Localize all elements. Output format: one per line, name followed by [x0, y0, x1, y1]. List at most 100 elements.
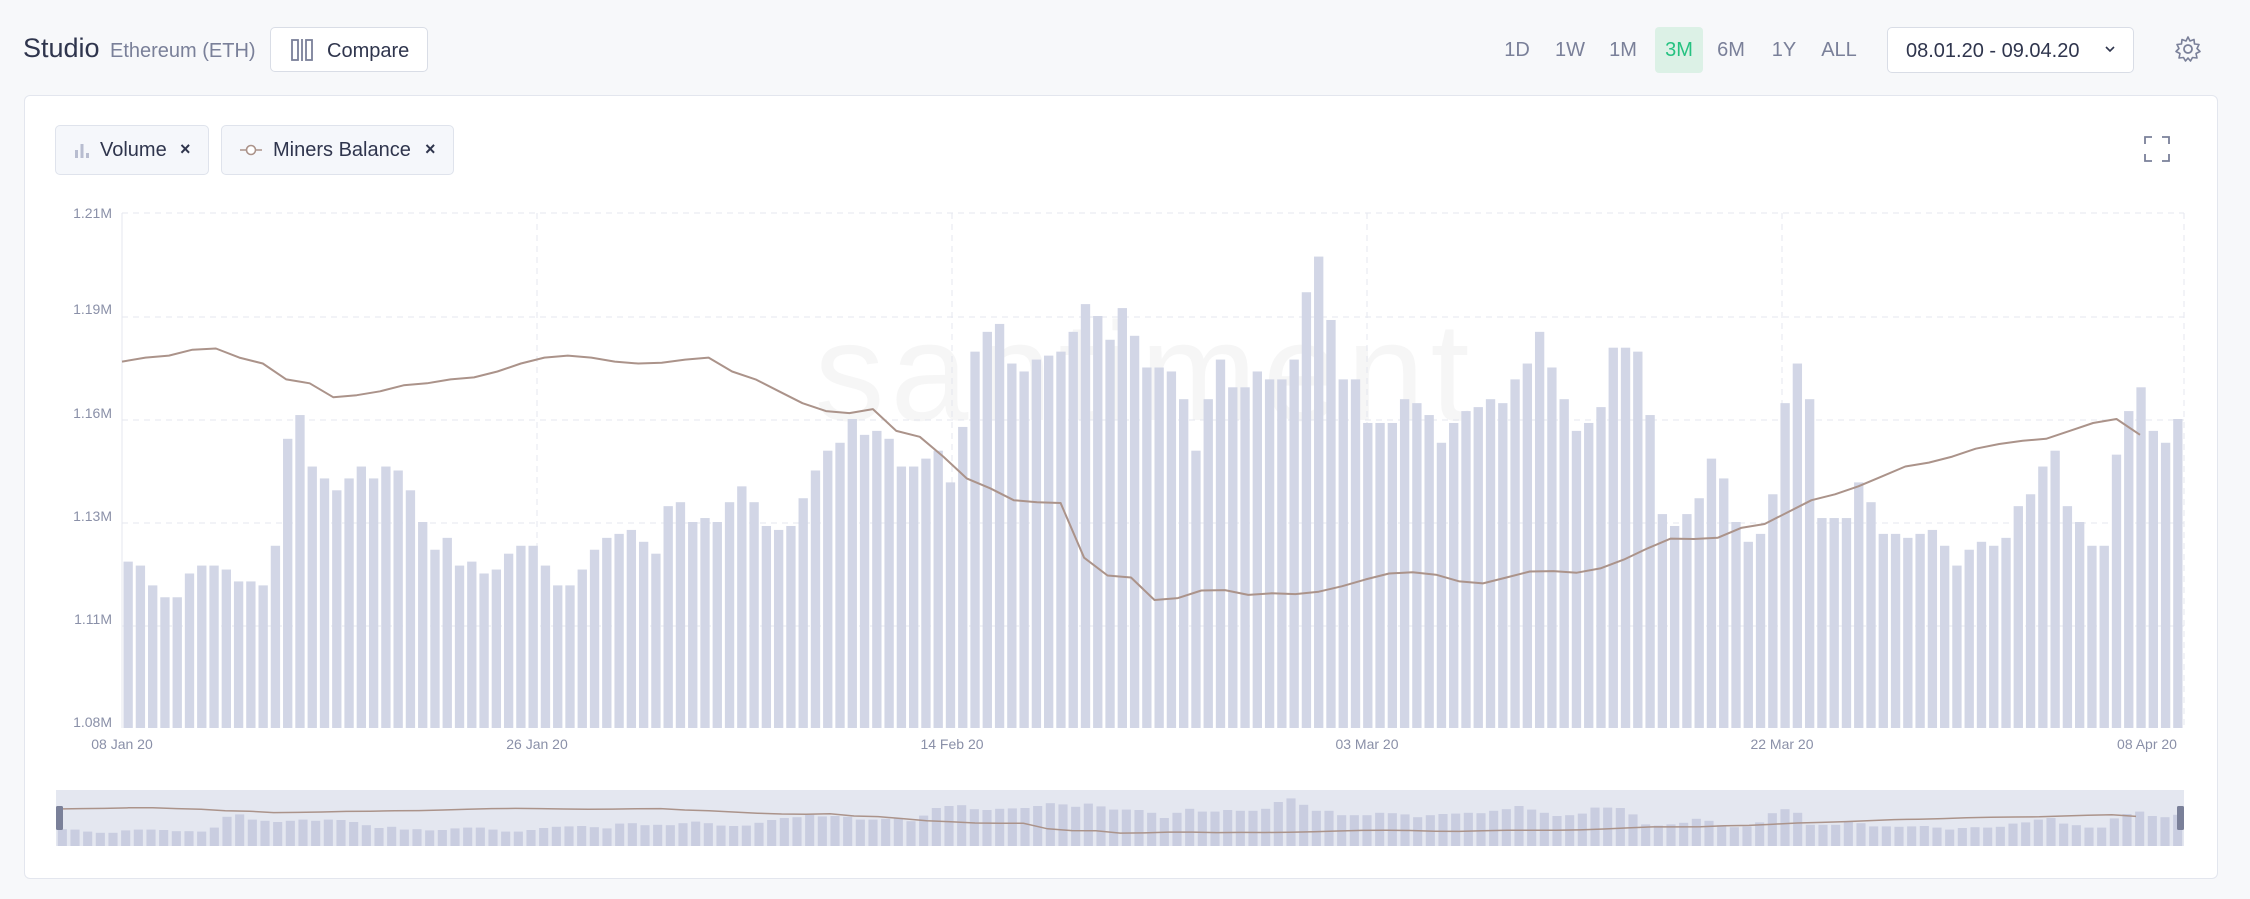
volume-bar — [761, 525, 772, 728]
volume-bar — [1142, 367, 1152, 728]
volume-bar — [2148, 430, 2158, 728]
navigator-bar — [412, 829, 422, 846]
volume-bar — [295, 415, 305, 728]
x-tick: 14 Feb 20 — [920, 736, 983, 752]
navigator-handle-left[interactable] — [56, 806, 63, 830]
volume-bar — [1903, 537, 1913, 728]
volume-bar — [233, 581, 244, 728]
navigator-bar — [1666, 824, 1676, 846]
y-tick: 1.19M — [73, 301, 112, 317]
navigator-bar — [1945, 829, 1955, 846]
navigator-bar — [1919, 826, 1929, 846]
volume-bar — [2075, 522, 2085, 728]
navigator-bar — [2021, 822, 2031, 846]
volume-bar — [921, 458, 931, 728]
navigator-bar — [1628, 814, 1638, 846]
volume-bar — [1817, 518, 1827, 728]
range-6m[interactable]: 6M — [1717, 39, 1745, 61]
metric-label-volume: Volume — [100, 139, 167, 161]
navigator-bar — [805, 814, 815, 846]
range-all[interactable]: ALL — [1821, 39, 1857, 61]
navigator-bar — [1185, 808, 1195, 846]
navigator-bar — [475, 827, 485, 846]
volume-bar — [1252, 371, 1262, 728]
navigator-bar — [1856, 823, 1866, 846]
volume-bar — [1203, 399, 1213, 728]
navigator-bar — [501, 831, 511, 846]
navigator-bar — [1096, 806, 1106, 846]
volume-bar — [638, 541, 649, 728]
volume-bar — [1927, 529, 1938, 728]
range-1d[interactable]: 1D — [1504, 39, 1530, 61]
navigator-bar — [627, 823, 637, 846]
navigator-bar — [1539, 812, 1549, 846]
navigator-handle-right[interactable] — [2177, 806, 2184, 830]
date-range-select[interactable]: 08.01.20 - 09.04.20 — [1887, 27, 2134, 73]
navigator-bar — [336, 820, 346, 846]
navigator-bar — [209, 827, 219, 846]
header: Studio Ethereum (ETH) Compare 1D 1W 1M 3… — [0, 0, 2250, 96]
navigator-bar — [1704, 820, 1714, 846]
volume-bar — [1584, 422, 1594, 728]
metric-chip-volume[interactable]: Volume × — [55, 125, 209, 175]
remove-miners-balance-button[interactable]: × — [425, 139, 436, 159]
volume-bar — [1093, 316, 1103, 728]
volume-bar — [270, 545, 281, 728]
navigator-bar — [1273, 802, 1283, 846]
navigator-bar — [893, 818, 903, 846]
navigator-bar — [1387, 813, 1397, 846]
navigator-bar — [1818, 824, 1828, 846]
navigator-bar — [539, 828, 549, 846]
navigator-bar — [1451, 813, 1461, 846]
y-tick: 1.13M — [73, 508, 112, 524]
volume-bar — [675, 502, 686, 728]
volume-bar — [1547, 367, 1557, 728]
range-1w[interactable]: 1W — [1555, 39, 1585, 61]
volume-bar — [1731, 522, 1741, 728]
volume-bar — [1264, 379, 1275, 728]
volume-bar — [1854, 482, 1864, 728]
navigator-bar — [2059, 823, 2069, 846]
volume-bar — [123, 561, 133, 728]
navigator-bar — [1590, 807, 1600, 846]
navigator-bar — [640, 825, 650, 846]
volume-bar — [2013, 506, 2023, 728]
navigator-bar — [881, 818, 891, 846]
volume-bar — [1117, 308, 1127, 728]
volume-bar — [2111, 454, 2122, 728]
metric-chip-miners-balance[interactable]: Miners Balance × — [221, 125, 454, 175]
navigator-bar — [95, 832, 105, 846]
volume-bar — [602, 537, 612, 728]
volume-bar — [1289, 359, 1299, 728]
navigator-bar — [133, 829, 143, 846]
navigator-bar — [982, 810, 992, 846]
gear-icon[interactable] — [2174, 35, 2202, 63]
navigator-bar — [425, 830, 435, 846]
volume-bar — [1412, 403, 1422, 728]
navigator-bar — [83, 831, 93, 846]
range-1y[interactable]: 1Y — [1771, 39, 1797, 61]
navigator-bar — [374, 828, 384, 846]
range-3m[interactable]: 3M — [1655, 27, 1703, 73]
navigator-bar — [2046, 818, 2056, 846]
navigator-bar — [1907, 826, 1917, 846]
volume-bar — [1240, 387, 1250, 728]
fullscreen-icon[interactable] — [2144, 136, 2170, 162]
navigator-bar — [247, 819, 257, 846]
volume-bar — [1449, 422, 1459, 728]
compare-button[interactable]: Compare — [270, 27, 428, 72]
volume-bar — [982, 331, 992, 728]
remove-volume-button[interactable]: × — [180, 139, 191, 159]
volume-bar — [221, 569, 231, 728]
navigator-bar — [1881, 826, 1891, 846]
volume-bar — [160, 597, 170, 728]
navigator-bar — [1172, 812, 1182, 846]
navigator-bar — [1995, 826, 2005, 846]
volume-bar — [1633, 351, 1643, 728]
volume-bar — [1399, 399, 1410, 728]
volume-bar — [368, 478, 379, 728]
range-1m[interactable]: 1M — [1609, 39, 1637, 61]
volume-bar — [405, 490, 416, 728]
volume-bar — [798, 498, 808, 728]
